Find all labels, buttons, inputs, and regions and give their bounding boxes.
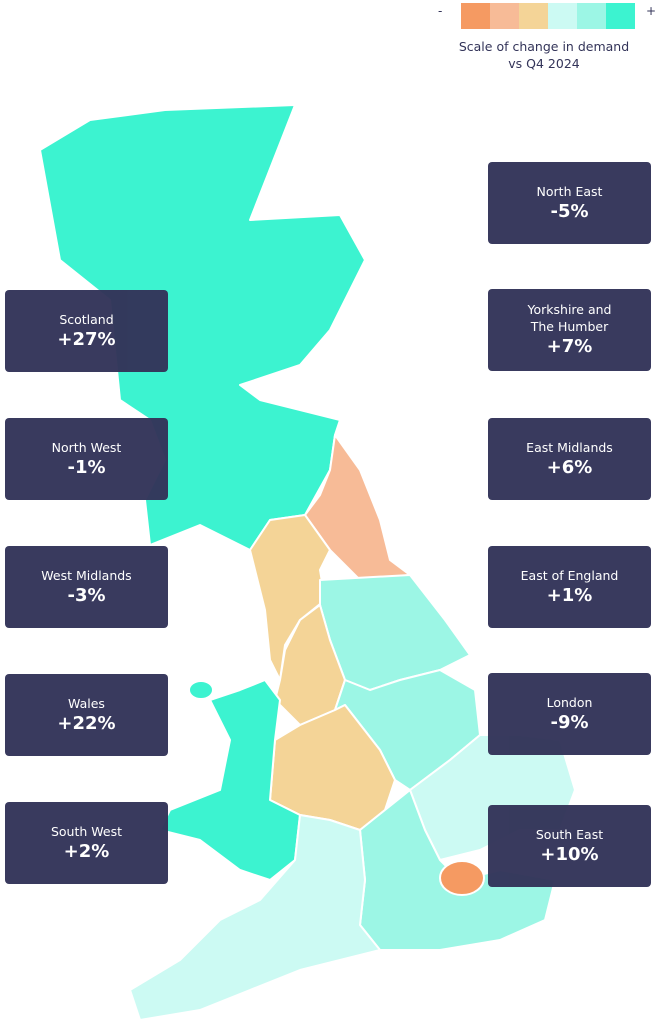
region-name: North West	[51, 439, 122, 455]
region-value: -3%	[67, 584, 106, 606]
legend-swatch	[519, 3, 548, 29]
region-value: +6%	[546, 456, 593, 478]
region-card-east-midlands: East Midlands +6%	[488, 418, 651, 500]
region-value: -9%	[550, 711, 589, 733]
region-name: East Midlands	[526, 439, 613, 455]
region-value: +1%	[546, 584, 593, 606]
region-card-london: London -9%	[488, 673, 651, 755]
region-card-wales: Wales +22%	[5, 674, 168, 756]
region-value: +22%	[57, 712, 116, 734]
region-name: North East	[536, 183, 603, 199]
region-name: West Midlands	[41, 567, 132, 583]
region-value: -1%	[67, 456, 106, 478]
legend-swatch	[577, 3, 606, 29]
region-card-south-east: South East +10%	[488, 805, 651, 887]
region-south-west[interactable]	[129, 814, 381, 1021]
region-name: Yorkshire and The Humber	[527, 302, 612, 334]
legend-swatch	[548, 3, 577, 29]
region-name: London	[546, 694, 593, 710]
legend-minus: -	[438, 4, 443, 18]
region-value: +27%	[57, 328, 116, 350]
region-value: +2%	[63, 840, 110, 862]
region-anglesey	[188, 680, 214, 700]
region-card-north-west: North West -1%	[5, 418, 168, 500]
region-card-north-east: North East -5%	[488, 162, 651, 244]
region-name: South East	[535, 826, 604, 842]
region-card-west-midlands: West Midlands -3%	[5, 546, 168, 628]
region-card-south-west: South West +2%	[5, 802, 168, 884]
region-value: +10%	[540, 843, 599, 865]
region-card-scotland: Scotland +27%	[5, 290, 168, 372]
region-wales[interactable]	[159, 679, 301, 881]
region-value: -5%	[550, 200, 589, 222]
region-card-east-of-england: East of England +1%	[488, 546, 651, 628]
legend-swatch	[461, 3, 490, 29]
region-name: South West	[50, 823, 123, 839]
legend-plus: +	[646, 4, 657, 18]
region-card-yorkshire: Yorkshire and The Humber +7%	[488, 289, 651, 371]
legend-swatch	[490, 3, 519, 29]
region-name: East of England	[520, 567, 619, 583]
region-name: Scotland	[59, 311, 114, 327]
legend-swatch	[606, 3, 635, 29]
legend-caption: Scale of change in demand vs Q4 2024	[458, 39, 630, 71]
region-name: Wales	[68, 695, 105, 711]
region-london[interactable]	[439, 860, 485, 896]
region-value: +7%	[546, 336, 593, 357]
